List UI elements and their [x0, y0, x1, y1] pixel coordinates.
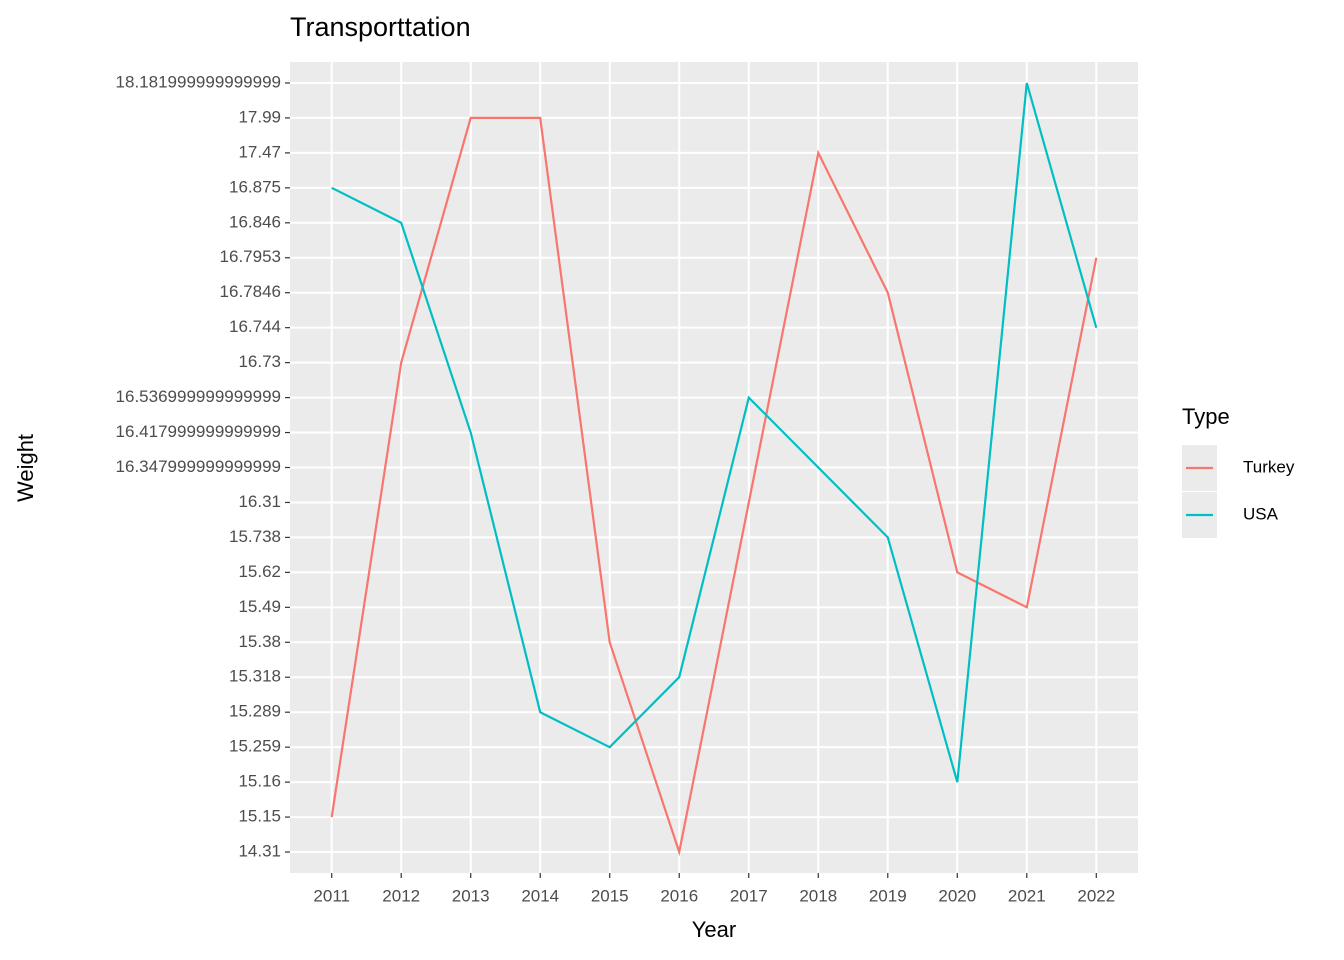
y-tick-label: 16.417999999999999: [116, 422, 281, 441]
y-tick-label: 16.536999999999999: [116, 387, 281, 406]
x-tick-label: 2021: [1008, 886, 1046, 905]
y-tick-label: 15.15: [238, 807, 281, 826]
y-tick-label: 18.181999999999999: [116, 72, 281, 91]
y-tick-label: 16.875: [229, 177, 281, 196]
y-tick-label: 17.99: [238, 107, 281, 126]
y-tick-label: 16.7953: [220, 247, 281, 266]
y-tick-label: 14.31: [238, 842, 281, 861]
x-tick-label: 2017: [730, 886, 768, 905]
y-axis-title: Weight: [13, 434, 38, 502]
x-axis-title: Year: [692, 917, 736, 942]
x-tick-label: 2011: [313, 886, 350, 905]
line-series: [330, 116, 1098, 857]
x-tick-label: 2022: [1077, 886, 1115, 905]
y-tick-label: 16.73: [238, 352, 281, 371]
y-tick-label: 16.744: [229, 317, 281, 336]
x-tick-label: 2015: [591, 886, 629, 905]
y-tick-label: 15.738: [229, 527, 281, 546]
chart-title: Transporttation: [290, 12, 471, 42]
x-tick-label: 2020: [938, 886, 976, 905]
y-tick-label: 15.289: [229, 702, 281, 721]
y-tick-label: 15.259: [229, 737, 281, 756]
y-tick-label: 15.38: [238, 632, 281, 651]
legend-title: Type: [1182, 404, 1230, 429]
y-tick-label: 16.7846: [220, 282, 281, 301]
y-tick-label: 17.47: [238, 142, 281, 161]
x-tick-label: 2019: [869, 886, 907, 905]
line-series: [331, 82, 1098, 783]
x-tick-label: 2014: [521, 886, 559, 905]
y-tick-label: 15.318: [229, 667, 281, 686]
x-tick-label: 2012: [382, 886, 420, 905]
legend-label: Turkey: [1243, 457, 1295, 476]
y-tick-label: 15.16: [238, 772, 281, 791]
legend-label: USA: [1243, 504, 1279, 523]
x-tick-label: 2018: [799, 886, 837, 905]
x-tick-label: 2016: [660, 886, 698, 905]
x-tick-label: 2013: [452, 886, 490, 905]
y-tick-label: 16.846: [229, 212, 281, 231]
y-tick-label: 16.347999999999999: [116, 457, 281, 476]
y-tick-label: 15.49: [238, 597, 281, 616]
y-tick-label: 16.31: [238, 492, 281, 511]
y-tick-label: 15.62: [238, 562, 281, 581]
